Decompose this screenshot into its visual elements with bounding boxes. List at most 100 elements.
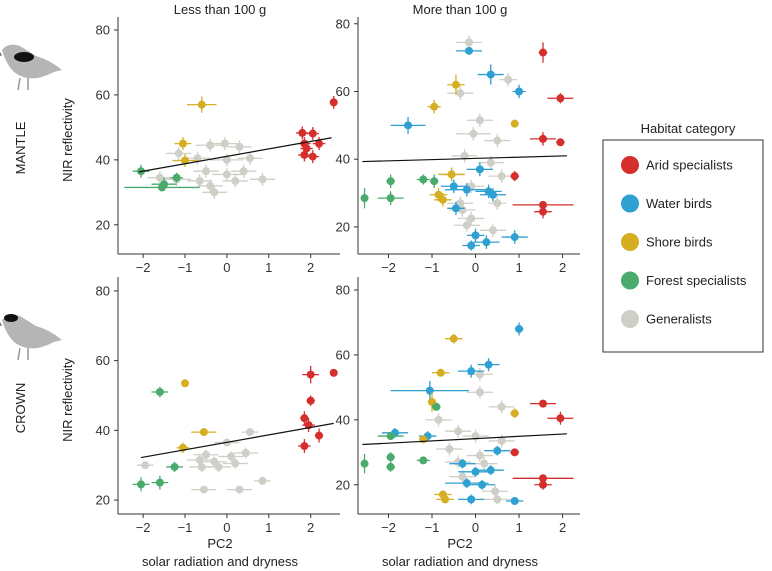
data-point-general [201, 185, 227, 199]
point-marker [155, 478, 164, 487]
data-point-shore [445, 333, 463, 344]
point-marker [137, 480, 146, 489]
data-point-general [166, 146, 192, 160]
data-point-water [455, 46, 483, 55]
data-point-general [233, 447, 259, 459]
data-point-water [466, 228, 485, 243]
point-marker [231, 459, 240, 468]
point-marker [539, 399, 547, 408]
data-point-arid [298, 148, 311, 162]
point-marker [510, 409, 519, 418]
point-marker [430, 177, 439, 186]
ylabel-crown: NIR reflectivity [60, 358, 75, 442]
legend-swatch [621, 156, 639, 174]
point-marker [306, 370, 315, 379]
data-point-general [136, 461, 154, 470]
point-marker [329, 368, 338, 377]
point-marker [539, 474, 547, 483]
data-point-shore [187, 96, 217, 113]
point-marker [484, 360, 493, 369]
data-point-arid [329, 368, 338, 377]
crown-bird-icon [0, 314, 62, 361]
data-point-water [469, 479, 496, 490]
data-point-general [479, 223, 506, 238]
point-marker [258, 476, 267, 485]
point-marker [510, 119, 519, 128]
data-point-arid [306, 395, 315, 406]
point-marker [315, 139, 324, 148]
point-marker [436, 368, 445, 377]
point-marker [430, 102, 439, 111]
point-marker [157, 183, 166, 192]
data-point-general [445, 455, 472, 469]
data-point-general [488, 196, 506, 210]
legend-label: Water birds [646, 196, 712, 211]
data-point-forest [429, 174, 439, 188]
data-point-general [254, 476, 271, 485]
data-point-arid [510, 448, 520, 457]
data-point-general [237, 151, 263, 165]
point-marker [510, 448, 519, 457]
y-tick-label: 40 [336, 152, 350, 167]
legend-item-shore: Shore birds [621, 233, 713, 251]
point-marker [556, 414, 565, 423]
x-tick-label: 1 [265, 520, 272, 535]
point-marker [493, 446, 502, 455]
x-tick-label: −1 [178, 520, 193, 535]
y-tick-label: 40 [96, 152, 110, 167]
point-marker [493, 136, 502, 145]
point-marker [438, 195, 447, 204]
point-marker [231, 176, 240, 185]
point-marker [510, 172, 519, 181]
point-marker [475, 388, 484, 397]
point-marker [441, 495, 450, 504]
point-marker [556, 138, 565, 147]
data-point-general [445, 424, 472, 438]
data-point-arid [306, 127, 320, 141]
point-marker [467, 367, 476, 376]
data-point-general [447, 86, 474, 100]
point-marker [245, 154, 254, 163]
point-marker [497, 172, 506, 181]
legend-swatch [621, 194, 639, 213]
data-point-forest [360, 453, 369, 474]
data-point-arid [314, 428, 324, 443]
data-point-water [501, 230, 528, 244]
point-marker [206, 141, 215, 150]
point-marker [458, 459, 467, 468]
data-point-general [466, 449, 493, 463]
x-tick-label: 0 [472, 520, 479, 535]
data-point-forest [170, 172, 183, 183]
point-marker [300, 442, 309, 451]
x-tick-label: 0 [223, 520, 230, 535]
point-marker [181, 156, 190, 165]
point-marker [419, 456, 428, 465]
legend-item-general: Generalists [621, 310, 712, 328]
point-marker [404, 121, 413, 130]
data-point-shore [191, 428, 217, 437]
data-point-general [436, 442, 463, 456]
point-marker [308, 129, 317, 138]
y-tick-label: 40 [336, 412, 350, 427]
data-point-general [455, 35, 483, 50]
xlabel-small-line2: solar radiation and dryness [142, 554, 299, 569]
point-marker [462, 185, 471, 194]
x-tick-label: 2 [307, 260, 314, 275]
point-marker [482, 238, 491, 247]
data-point-arid [547, 411, 574, 425]
point-marker [486, 158, 495, 167]
point-marker [195, 176, 204, 185]
data-point-water [473, 235, 500, 249]
point-marker [298, 128, 307, 137]
point-marker [478, 480, 487, 489]
point-marker [235, 142, 244, 151]
point-marker [201, 167, 210, 176]
point-marker [462, 479, 471, 488]
data-point-water [458, 364, 485, 378]
point-marker [539, 134, 547, 143]
panel-crown-large: 20 40 60 80 −2 −1 0 1 2 [336, 277, 580, 535]
point-marker [308, 152, 317, 161]
mantle-bird-icon [0, 44, 62, 91]
point-marker [195, 455, 204, 464]
data-point-general [231, 164, 257, 178]
